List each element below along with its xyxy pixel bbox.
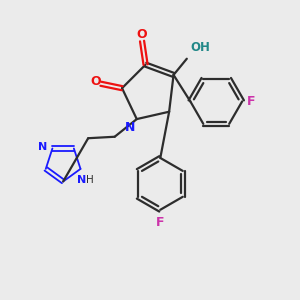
Text: OH: OH bbox=[190, 41, 210, 54]
Text: O: O bbox=[137, 28, 147, 41]
Text: O: O bbox=[90, 75, 101, 88]
Text: H: H bbox=[86, 176, 94, 185]
Text: N: N bbox=[38, 142, 47, 152]
Text: N: N bbox=[77, 176, 87, 185]
Text: N: N bbox=[125, 121, 135, 134]
Text: F: F bbox=[247, 95, 255, 108]
Text: F: F bbox=[156, 216, 165, 229]
